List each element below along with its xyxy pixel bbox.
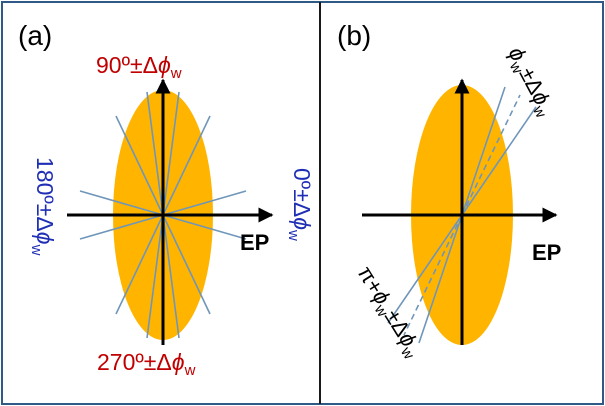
panel-a-label: (a) bbox=[18, 20, 52, 51]
panel-a-right-label: 0º±Δϕw bbox=[285, 168, 315, 241]
panel-a: (a) EP 90º±Δϕw 270º±Δϕw 180º±Δϕw 0º±Δϕw bbox=[18, 20, 315, 379]
panel-a-bottom-label: 270º±Δϕw bbox=[97, 349, 196, 379]
wedge-line bbox=[146, 214, 164, 339]
wedge-line bbox=[115, 115, 164, 216]
panel-a-ep-label: EP bbox=[240, 230, 269, 255]
wedge-line bbox=[146, 91, 164, 216]
panel-a-top-label: 90º±Δϕw bbox=[96, 52, 182, 82]
wedge-line bbox=[79, 190, 164, 216]
wedge-line bbox=[162, 91, 180, 216]
panel-a-wedge-lines bbox=[79, 91, 247, 339]
wedge-line bbox=[461, 94, 521, 216]
wedge-line bbox=[162, 214, 211, 315]
wedge-line bbox=[162, 190, 247, 216]
panel-b-ep-label: EP bbox=[532, 240, 561, 265]
wedge-line bbox=[387, 214, 463, 324]
panel-b-wedge-lines bbox=[387, 86, 537, 344]
panel-a-left-label: 180º±Δϕw bbox=[28, 157, 58, 256]
wedge-line bbox=[162, 214, 180, 339]
wedge-line bbox=[461, 106, 537, 216]
panel-b-label: (b) bbox=[337, 20, 371, 51]
wedge-line bbox=[115, 214, 164, 315]
wedge-line bbox=[162, 115, 211, 216]
wedge-line bbox=[418, 214, 463, 344]
wedge-line bbox=[162, 214, 247, 240]
wedge-line bbox=[79, 214, 164, 240]
wedge-line bbox=[403, 214, 463, 336]
wedge-line bbox=[461, 86, 506, 216]
